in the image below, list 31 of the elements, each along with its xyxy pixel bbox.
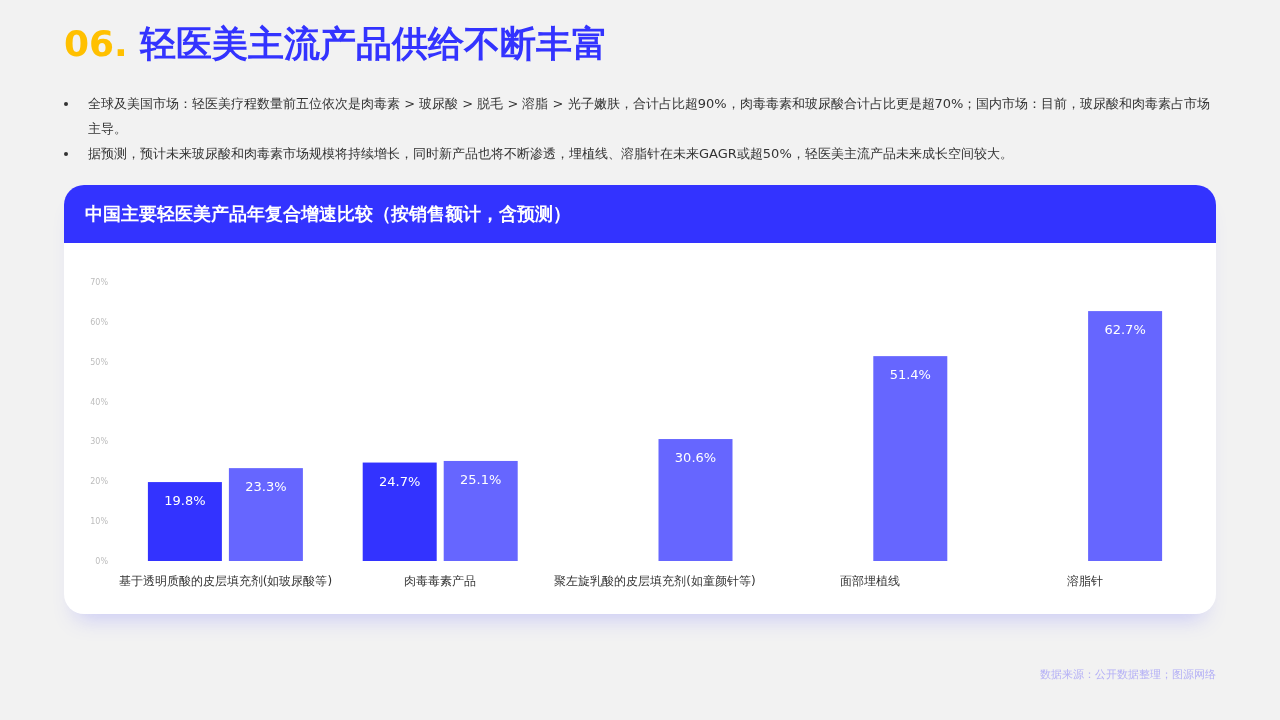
x-tick-label: 溶脂针 [1066, 574, 1103, 588]
y-tick-label: 20% [90, 477, 109, 487]
bar [147, 482, 222, 561]
y-tick-label: 40% [90, 397, 109, 407]
x-tick-label: 面部埋植线 [839, 574, 900, 588]
bar [658, 439, 733, 561]
x-tick-label: 基于透明质酸的皮层填充剂(如玻尿酸等) [118, 574, 333, 588]
bar [443, 460, 518, 561]
y-tick-label: 30% [90, 437, 109, 447]
subtitle: 中国主要轻医美产品年复合增速比较（按销售额计，含预测） [85, 202, 571, 226]
y-tick-label: 50% [90, 357, 109, 367]
data-label: 24.7% [379, 473, 421, 489]
x-tick-label: 聚左旋乳酸的皮层填充剂(如童颜针等) [554, 574, 756, 588]
data-label: 51.4% [889, 367, 931, 383]
y-tick-label: 60% [90, 317, 109, 327]
data-label: 30.6% [674, 450, 717, 466]
bar [228, 468, 303, 561]
annotation: 据预测，预计未来玻尿酸和肉毒素市场规模将持续增长，同时新产品也将不断渗透，埋植线、溶脂针在未来GAGR或超50%，轻医美主流产品未来成长空间较大。 [88, 145, 1014, 163]
title: 06. 轻医美主流产品供给不断丰富 [64, 22, 609, 66]
bar [873, 356, 948, 561]
x-tick-label: 肉毒毒素产品 [404, 574, 477, 588]
y-tick-label: 10% [90, 517, 109, 527]
data-label: 25.1% [460, 471, 502, 487]
data-label: 23.3% [245, 479, 287, 495]
data-label: 19.8% [164, 493, 206, 509]
data-label: 62.7% [1104, 322, 1146, 338]
y-tick-label: 70% [90, 278, 109, 287]
bar [362, 462, 437, 561]
annotation: 全球及美国市场：轻医美疗程数量前五位依次是肉毒素 > 玻尿酸 > 脱毛 > 溶脂 > 光子嫩肤，合计占比超90%，肉毒毒素和玻尿酸合计占比更是超70%；国内市场：目前，玻尿酸和肉毒素占市场主导。 [88, 95, 1212, 138]
source: 数据来源：公开数据整理；图源网络 [1040, 667, 1216, 683]
bar [1088, 311, 1163, 561]
